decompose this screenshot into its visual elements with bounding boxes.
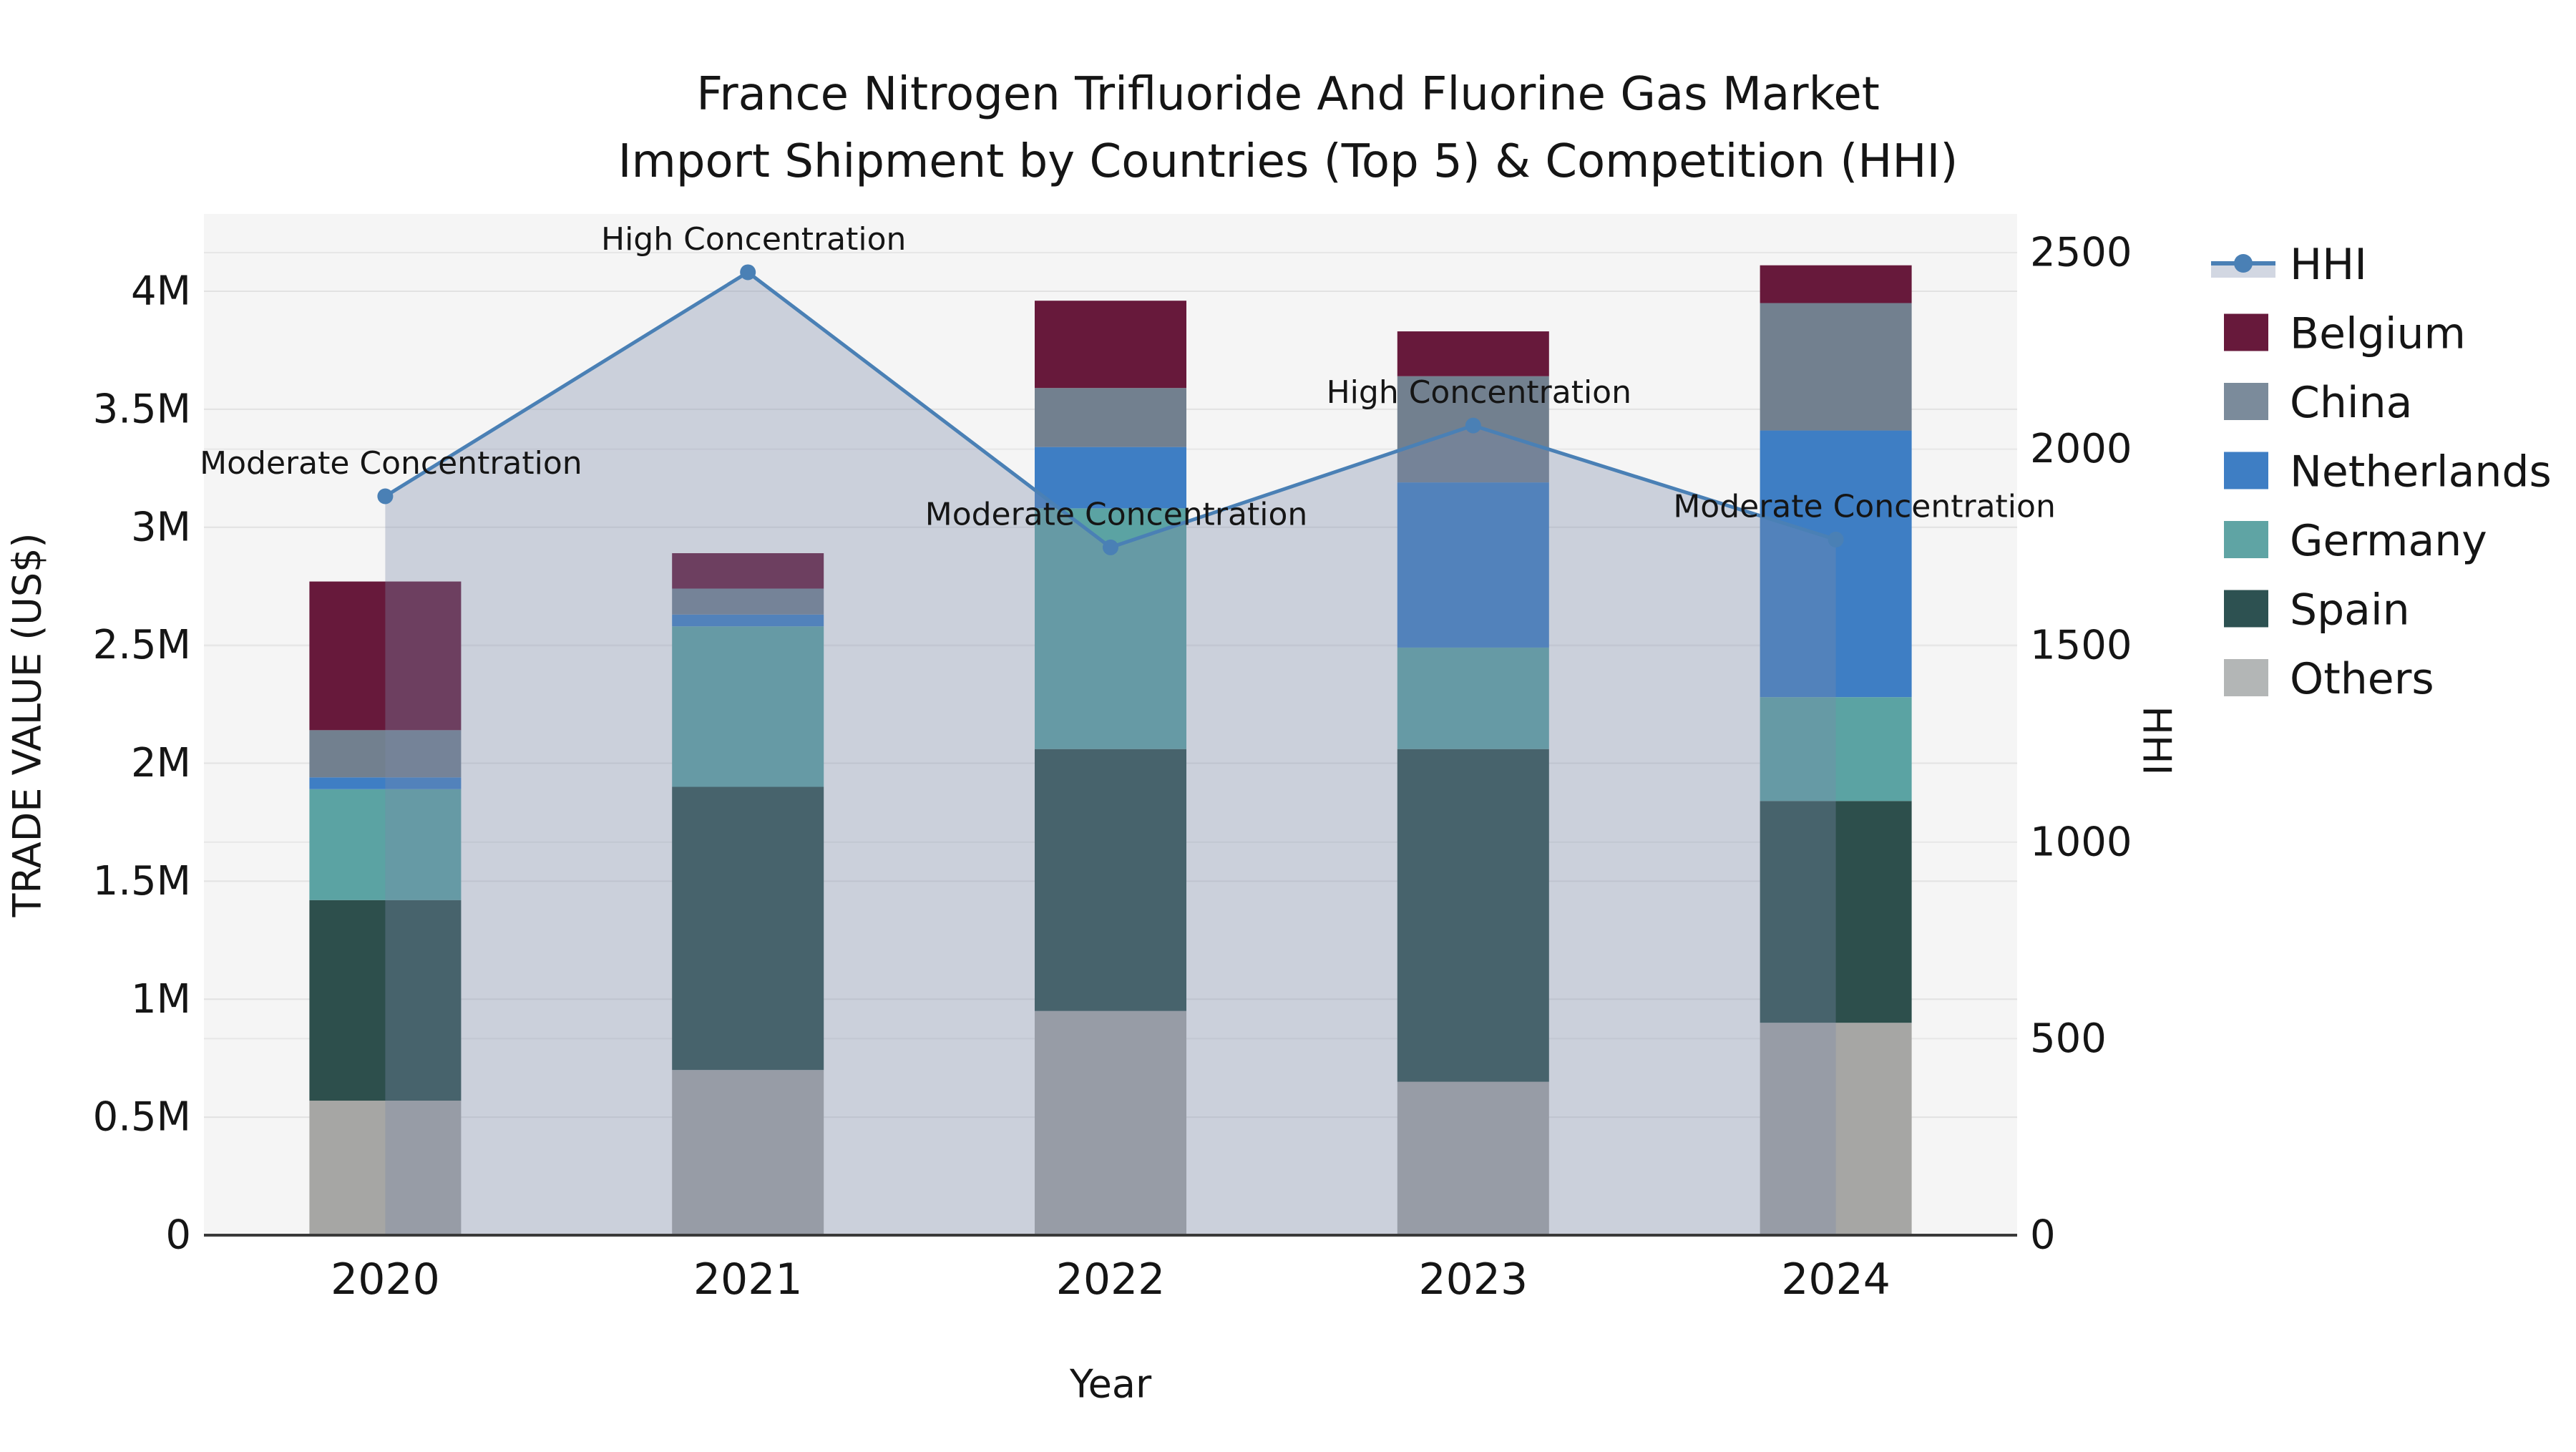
x-tick-2022: 2022 [1056, 1254, 1166, 1305]
y-right-tick-1500: 1500 [2030, 623, 2132, 669]
bar-segment-belgium-2023 [1397, 331, 1549, 376]
y-left-tick-1M: 1M [131, 976, 191, 1023]
hhi-annotations: Moderate Concentration High Concentration… [200, 221, 2056, 532]
y-left-tick-2.5M: 2.5M [93, 622, 191, 668]
bar-segment-belgium-2022 [1035, 301, 1186, 389]
legend-label-netherlands: Netherlands [2290, 447, 2552, 497]
bar-segment-belgium-2021 [672, 553, 824, 589]
hhi-area-fill [385, 272, 1836, 1236]
y-left-tick-2M: 2M [131, 740, 191, 786]
legend-label-belgium: Belgium [2290, 309, 2466, 359]
chart-title-line1: France Nitrogen Trifluoride And Fluorine… [696, 68, 1880, 121]
legend-swatch-china [2224, 383, 2268, 420]
bar-segment-spain-2021 [672, 786, 824, 1071]
legend-label-germany: Germany [2290, 516, 2487, 566]
bar-segment-china-2020 [309, 730, 462, 778]
bar-segment-china-2024 [1760, 303, 1912, 431]
annotation-2024: Moderate Concentration [1673, 488, 2056, 525]
hhi-line [377, 264, 1844, 555]
bar-segment-china-2021 [672, 588, 824, 615]
bar-segment-others-2020 [309, 1101, 462, 1235]
bar-segment-germany-2020 [309, 789, 462, 900]
hhi-marker-2024 [1828, 531, 1844, 547]
bar-segment-others-2024 [1760, 1023, 1912, 1235]
legend-swatch-belgium [2224, 313, 2268, 351]
chart-title-line2: Import Shipment by Countries (Top 5) & C… [618, 135, 1958, 188]
annotation-2020: Moderate Concentration [200, 445, 582, 482]
bar-segment-germany-2024 [1760, 697, 1912, 801]
stacked-bars [309, 265, 1912, 1235]
legend-label-spain: Spain [2290, 585, 2410, 635]
bar-segment-others-2021 [672, 1070, 824, 1235]
bar-segment-netherlands-2024 [1760, 430, 1912, 698]
bar-segment-netherlands-2023 [1397, 482, 1549, 648]
y-left-tick-3M: 3M [131, 504, 191, 550]
y-left-axis-label: TRADE VALUE (US$) [5, 532, 50, 917]
x-tick-2024: 2024 [1781, 1254, 1890, 1305]
bar-segment-spain-2022 [1035, 749, 1186, 1011]
annotation-2022: Moderate Concentration [925, 496, 1308, 532]
legend-swatch-others [2224, 659, 2268, 696]
legend-item-others: Others [2224, 654, 2434, 704]
y-right-tick-2000: 2000 [2030, 426, 2132, 472]
hhi-marker-2022 [1103, 539, 1118, 555]
bar-segment-spain-2024 [1760, 801, 1912, 1023]
hhi-fill-polygon [385, 272, 1836, 1236]
bar-segment-belgium-2020 [309, 581, 462, 731]
annotation-2021: High Concentration [601, 221, 906, 258]
bar-segment-netherlands-2022 [1035, 447, 1186, 509]
bar-segment-netherlands-2020 [309, 777, 462, 789]
y-left-tick-0: 0 [165, 1212, 191, 1259]
bar-segment-germany-2021 [672, 626, 824, 787]
bar-segment-belgium-2024 [1760, 265, 1912, 303]
legend-swatch-germany [2224, 521, 2268, 558]
legend-label-others: Others [2290, 654, 2434, 704]
x-tick-2020: 2020 [331, 1254, 440, 1305]
y-right-axis-label: HHI [2135, 706, 2180, 775]
y-left-tick-0.5M: 0.5M [93, 1094, 191, 1141]
bar-segment-netherlands-2021 [672, 614, 824, 627]
axis-tick-labels: 0 0.5M 1M 1.5M 2M 2.5M 3M 3.5M 4M 0 500 1000 1500 200… [93, 230, 2132, 1305]
legend-hhi-marker-sample [2234, 254, 2253, 273]
bar-segment-others-2022 [1035, 1010, 1186, 1235]
legend-swatch-netherlands [2224, 452, 2268, 489]
legend-swatch-spain [2224, 590, 2268, 628]
y-right-tick-0: 0 [2030, 1212, 2056, 1259]
legend-item-hhi: HHI [2211, 240, 2367, 290]
bar-segment-spain-2023 [1397, 749, 1549, 1082]
y-left-tick-1.5M: 1.5M [93, 858, 191, 905]
x-axis-label: Year [1069, 1362, 1152, 1407]
hhi-marker-2021 [740, 264, 756, 281]
bar-segment-germany-2023 [1397, 647, 1549, 749]
hhi-marker-2020 [377, 488, 394, 505]
y-right-tick-500: 500 [2030, 1015, 2107, 1062]
legend-item-germany: Germany [2224, 516, 2487, 566]
x-tick-2023: 2023 [1418, 1254, 1528, 1305]
legend-label-hhi: HHI [2290, 240, 2367, 290]
legend-item-belgium: Belgium [2224, 309, 2466, 359]
hhi-marker-2023 [1465, 417, 1481, 434]
x-tick-2021: 2021 [693, 1254, 803, 1305]
bar-segment-spain-2020 [309, 900, 462, 1101]
legend-label-china: China [2290, 378, 2412, 428]
y-left-tick-3.5M: 3.5M [93, 386, 191, 432]
legend-item-spain: Spain [2224, 585, 2410, 635]
bar-segment-china-2022 [1035, 388, 1186, 447]
y-right-tick-1000: 1000 [2030, 819, 2132, 865]
legend-item-china: China [2224, 378, 2412, 428]
y-left-tick-4M: 4M [131, 268, 191, 315]
annotation-2023: High Concentration [1327, 374, 1631, 411]
y-right-tick-2500: 2500 [2030, 230, 2132, 276]
bar-segment-others-2023 [1397, 1081, 1549, 1235]
legend-item-netherlands: Netherlands [2224, 447, 2552, 497]
legend: HHI Belgium China Netherlands Germany Spain Ot… [2211, 240, 2552, 704]
